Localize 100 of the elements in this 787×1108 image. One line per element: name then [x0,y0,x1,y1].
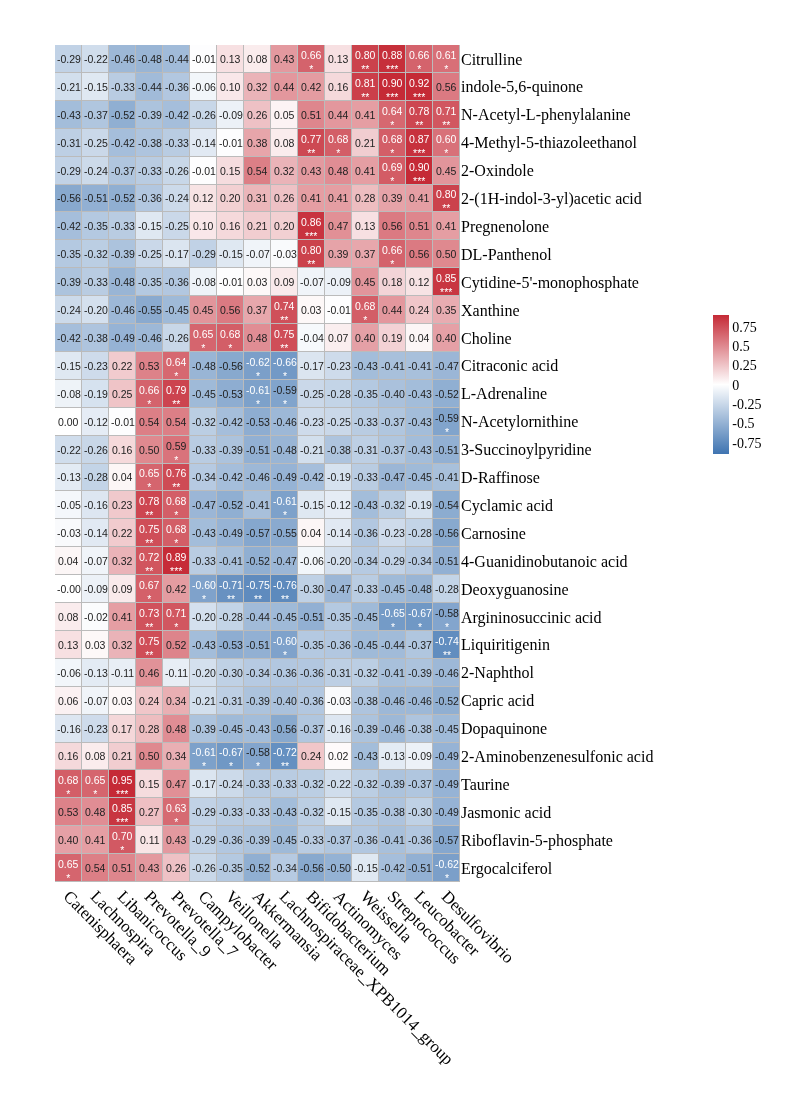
data-label: -0.35 [57,248,82,260]
data-label: 0.50 [139,444,160,456]
y-tick-label: Cytidine-5'-monophosphate [461,273,639,292]
data-label: -0.58 * [435,607,460,633]
data-label: 0.44 [382,304,403,316]
data-label: -0.46 [246,471,271,483]
data-label: 0.25 [112,388,133,400]
data-label: -0.59 * [273,384,298,410]
data-label: 0.69 * [382,161,403,187]
data-label: -0.39 [57,276,82,288]
data-label: -0.43 [192,639,217,651]
data-label: -0.51 [435,444,460,456]
data-label: -0.36 [300,695,325,707]
data-label: -0.48 [273,444,298,456]
data-label: 0.47 [328,220,349,232]
data-label: -0.33 [138,165,163,177]
data-label: -0.28 [84,471,109,483]
y-tick-label: 4-Guanidinobutanoic acid [461,552,628,570]
data-label: -0.29 [192,806,217,818]
data-label: -0.34 [246,667,271,679]
data-label: -0.37 [84,109,109,121]
data-label: -0.19 [84,388,109,400]
data-label: -0.57 [246,527,271,539]
data-label: -0.52 [111,109,136,121]
data-label: 0.41 [328,192,349,204]
data-label: 0.40 [436,332,457,344]
data-label: 0.79 ** [166,384,187,410]
data-label: -0.35 [300,639,325,651]
data-label: -0.02 [84,611,109,623]
data-label: -0.52 [435,388,460,400]
data-label: -0.29 [192,834,217,846]
data-label: 0.48 [166,723,187,735]
data-label: -0.52 [246,555,271,567]
data-label: -0.24 [219,778,244,790]
data-label: 0.41 [355,109,376,121]
data-label: -0.23 [84,360,109,372]
data-label: -0.26 [192,862,217,874]
y-tick-label: Taurine [461,775,510,793]
data-label: 0.90 *** [409,161,430,187]
data-label: -0.65 * [381,607,406,633]
data-label: 0.10 [193,220,214,232]
data-label: 0.78 ** [139,495,160,521]
data-label: -0.45 [381,583,406,595]
data-label: 0.40 [58,834,79,846]
data-label: -0.06 [300,555,325,567]
data-label: -0.38 [408,723,433,735]
color-bar-label: 0.25 [732,358,757,374]
data-label: -0.45 [354,639,379,651]
data-label: -0.41 [381,667,406,679]
data-label: -0.33 [354,471,379,483]
data-label: -0.03 [273,248,298,260]
data-label: -0.09 [219,109,244,121]
data-label: -0.01 [327,304,352,316]
data-label: 0.76 ** [166,467,187,493]
data-label: 0.43 [274,53,295,65]
data-label: 0.34 [166,750,187,762]
data-label: 0.15 [139,778,160,790]
data-label: -0.35 [219,862,244,874]
data-label: -0.21 [300,444,325,456]
data-label: -0.50 [327,862,352,874]
data-label: -0.19 [327,471,352,483]
data-label: -0.51 [84,192,109,204]
data-label: -0.03 [327,695,352,707]
data-label: 0.65 * [193,328,214,354]
data-label: -0.14 [84,527,109,539]
y-tick-label: Capric acid [461,692,535,711]
data-label: 0.59 * [166,440,187,466]
data-label: -0.11 [111,667,135,679]
data-label: 0.08 [274,137,295,149]
y-tick-label: 2-Naphthol [461,664,535,683]
data-label: 0.85 *** [112,802,133,828]
data-label: -0.24 [165,192,190,204]
y-tick-label: Cyclamic acid [461,496,553,515]
data-label: -0.14 [192,137,217,149]
data-label: 0.43 [139,862,160,874]
data-label: -0.09 [84,583,109,595]
data-label: -0.32 [192,416,217,428]
data-label: -0.17 [300,360,325,372]
data-label: -0.25 [138,248,163,260]
data-label: -0.14 [327,527,352,539]
data-label: -0.43 [354,750,379,762]
data-label: -0.39 [111,248,136,260]
data-label: -0.43 [354,499,379,511]
data-label: -0.12 [327,499,352,511]
data-label: -0.46 [138,332,163,344]
data-label: -0.47 [381,471,406,483]
data-label: -0.28 [408,527,433,539]
data-label: -0.32 [354,667,379,679]
data-label: -0.31 [327,667,352,679]
data-label: 0.38 [247,137,268,149]
data-label: 0.86 *** [301,216,322,242]
data-label: 0.32 [112,555,133,567]
data-label: 0.20 [220,192,241,204]
data-label: -0.29 [57,165,82,177]
data-label: -0.37 [408,639,433,651]
data-label: -0.41 [381,834,406,846]
y-tick-label: Xanthine [461,301,520,319]
data-label: 0.15 [220,165,241,177]
data-label: -0.45 [192,388,217,400]
data-label: -0.36 [300,667,325,679]
